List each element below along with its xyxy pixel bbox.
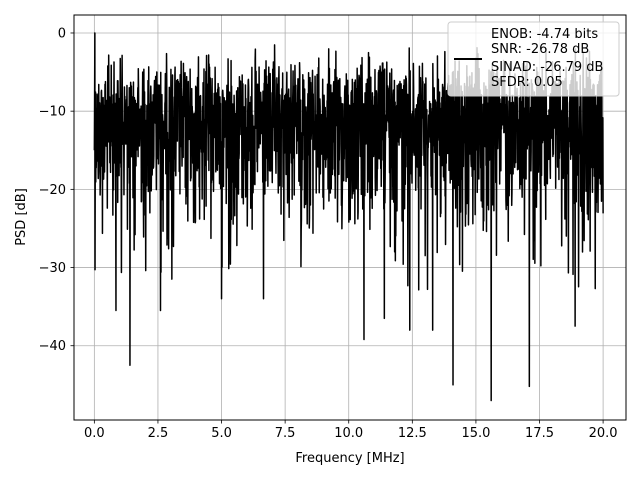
x-tick-label: 15.0 <box>461 426 490 441</box>
y-axis-label: PSD [dB] <box>14 188 29 246</box>
plot-layer <box>93 32 604 402</box>
x-tick-label: 17.5 <box>525 426 554 441</box>
legend-entry-snr: SNR: -26.78 dB <box>491 42 589 57</box>
y-tick-label: −20 <box>39 183 66 198</box>
x-tick-label: 5.0 <box>211 426 232 441</box>
tick-layer: 0.0 2.5 5.0 7.5 10.0 12.5 15.0 17.5 20.0 0 −10 −20 −… <box>39 26 618 441</box>
y-tick-label: 0 <box>58 26 66 41</box>
x-tick-label: 0.0 <box>84 426 105 441</box>
legend-entry-sfdr: SFDR: 0.05 <box>491 75 563 90</box>
legend: ENOB: -4.74 bits SNR: -26.78 dB SINAD: -… <box>447 21 620 97</box>
psd-series-line <box>93 32 604 402</box>
legend-entry-enob: ENOB: -4.74 bits <box>491 27 598 42</box>
x-tick-label: 10.0 <box>334 426 363 441</box>
x-axis-label: Frequency [MHz] <box>295 451 404 466</box>
axes-frame <box>73 14 627 421</box>
y-tick-label: −10 <box>39 105 66 120</box>
x-tick-label: 12.5 <box>398 426 427 441</box>
y-tick-label: −30 <box>39 261 66 276</box>
x-tick-label: 7.5 <box>275 426 296 441</box>
legend-entry-sinad: SINAD: -26.79 dB <box>491 60 603 75</box>
legend-box <box>447 21 620 97</box>
x-tick-label: 20.0 <box>589 426 618 441</box>
x-tick-label: 2.5 <box>148 426 169 441</box>
y-tick-label: −40 <box>39 339 66 354</box>
